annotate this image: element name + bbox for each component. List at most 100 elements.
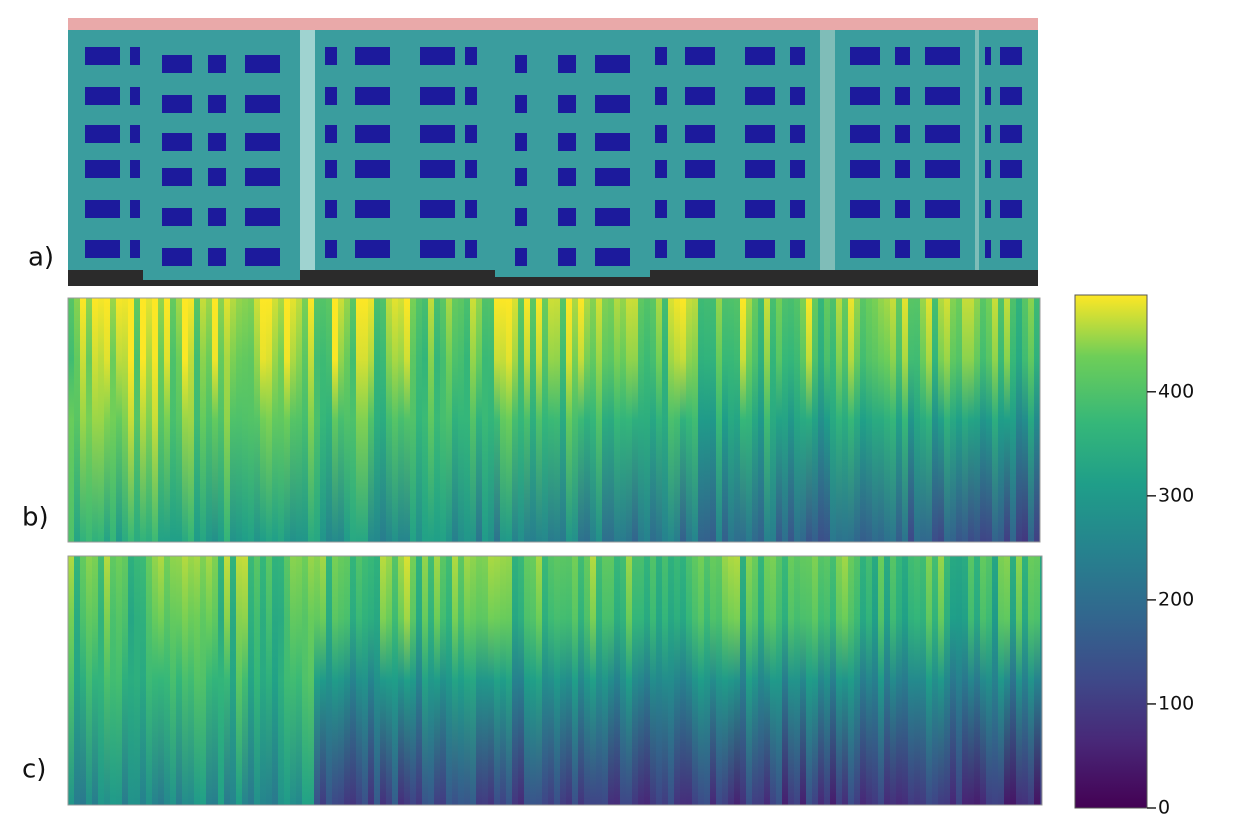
window bbox=[595, 248, 630, 266]
heatmap-column bbox=[380, 298, 387, 542]
heatmap-column bbox=[620, 298, 627, 542]
heatmap-column bbox=[620, 556, 627, 805]
heatmap-column bbox=[818, 556, 825, 805]
heatmap-column bbox=[530, 556, 537, 805]
heatmap-column bbox=[386, 556, 393, 805]
heatmap-column bbox=[848, 556, 855, 805]
heatmap-column bbox=[854, 556, 861, 805]
heatmap-column bbox=[884, 298, 891, 542]
window bbox=[162, 55, 192, 73]
heatmap-column bbox=[338, 556, 345, 805]
heatmap-column bbox=[830, 298, 837, 542]
heatmap-column bbox=[860, 556, 867, 805]
heatmap-column bbox=[698, 556, 705, 805]
window bbox=[85, 160, 120, 178]
heatmap-column bbox=[596, 556, 603, 805]
window bbox=[130, 240, 140, 258]
heatmap-column bbox=[296, 556, 303, 805]
heatmap-column bbox=[362, 298, 369, 542]
heatmap-column bbox=[734, 556, 741, 805]
heatmap-column bbox=[422, 298, 429, 542]
heatmap-column bbox=[410, 556, 417, 805]
heatmap-column bbox=[1010, 556, 1017, 805]
heatmap-column bbox=[242, 298, 249, 542]
heatmap-column bbox=[224, 298, 231, 542]
window bbox=[985, 240, 991, 258]
heatmap-column bbox=[278, 556, 285, 805]
heatmap-column bbox=[446, 556, 453, 805]
heatmap-column bbox=[314, 556, 321, 805]
heatmap-column bbox=[428, 298, 435, 542]
heatmap-column bbox=[158, 556, 165, 805]
building-render bbox=[68, 18, 1038, 286]
heatmap-column bbox=[986, 556, 993, 805]
window bbox=[325, 200, 337, 218]
window bbox=[208, 133, 226, 151]
heatmap-column bbox=[110, 556, 117, 805]
heatmap-column bbox=[152, 298, 159, 542]
heatmap-column bbox=[686, 298, 693, 542]
heatmap-column bbox=[950, 298, 957, 542]
heatmap-column bbox=[860, 298, 867, 542]
heatmap-column bbox=[572, 556, 579, 805]
window bbox=[1000, 47, 1022, 65]
heatmap-column bbox=[326, 556, 333, 805]
colorbar-tick-label: 400 bbox=[1158, 380, 1194, 402]
window bbox=[790, 160, 805, 178]
heatmap-column bbox=[542, 298, 549, 542]
heatmap-column bbox=[356, 298, 363, 542]
heatmap-column bbox=[770, 556, 777, 805]
heatmap-column bbox=[278, 298, 285, 542]
heatmap-column bbox=[680, 298, 687, 542]
heatmap-column bbox=[926, 556, 933, 805]
window bbox=[162, 208, 192, 226]
heatmap-column bbox=[482, 298, 489, 542]
window bbox=[355, 125, 390, 143]
heatmap-column bbox=[554, 556, 561, 805]
heatmap-column bbox=[464, 298, 471, 542]
window bbox=[465, 87, 477, 105]
heatmap-column bbox=[266, 556, 273, 805]
heatmap-column bbox=[974, 298, 981, 542]
window bbox=[465, 47, 477, 65]
heatmap-column bbox=[500, 298, 507, 542]
heatmap-column bbox=[566, 298, 573, 542]
window bbox=[850, 87, 880, 105]
heatmap-column bbox=[740, 298, 747, 542]
heatmap-column bbox=[356, 556, 363, 805]
heatmap-column bbox=[248, 556, 255, 805]
heatmap-column bbox=[404, 556, 411, 805]
window bbox=[162, 95, 192, 113]
heatmap-column bbox=[968, 556, 975, 805]
window bbox=[420, 125, 455, 143]
heatmap-column bbox=[230, 298, 237, 542]
heatmap-column bbox=[284, 556, 291, 805]
heatmap-column bbox=[980, 556, 987, 805]
heatmap-column bbox=[896, 556, 903, 805]
heatmap-column bbox=[206, 556, 213, 805]
heatmap-column bbox=[458, 298, 465, 542]
heatmap-column bbox=[134, 556, 141, 805]
heatmap-column bbox=[338, 298, 345, 542]
window bbox=[595, 133, 630, 151]
heatmap-column bbox=[986, 298, 993, 542]
heatmap-column bbox=[686, 556, 693, 805]
heatmap-column bbox=[320, 556, 327, 805]
window bbox=[895, 240, 910, 258]
heatmap-column bbox=[842, 556, 849, 805]
heatmap-column bbox=[386, 298, 393, 542]
heatmap-column bbox=[548, 556, 555, 805]
heatmap-column bbox=[872, 556, 879, 805]
heatmap-column bbox=[584, 298, 591, 542]
colorbar-tick-label: 300 bbox=[1158, 484, 1194, 506]
heatmap-column bbox=[170, 556, 177, 805]
heatmap-column bbox=[296, 298, 303, 542]
window bbox=[130, 87, 140, 105]
heatmap-column bbox=[920, 556, 927, 805]
heatmap-column bbox=[902, 556, 909, 805]
heatmap-column bbox=[992, 298, 999, 542]
heatmap-column bbox=[422, 556, 429, 805]
window bbox=[985, 87, 991, 105]
heatmap-column bbox=[584, 556, 591, 805]
